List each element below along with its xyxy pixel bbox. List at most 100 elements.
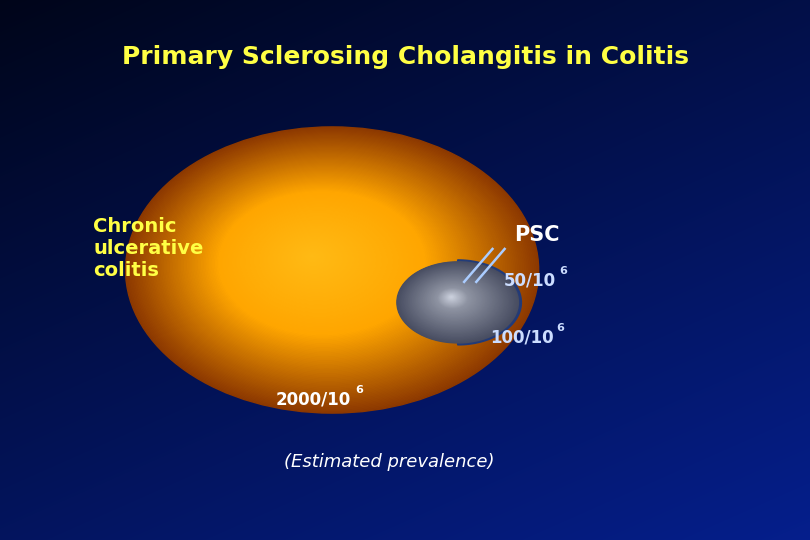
Text: 50/10: 50/10 [504,272,556,290]
Ellipse shape [447,294,456,300]
Ellipse shape [301,249,325,266]
Ellipse shape [450,296,452,298]
Text: PSC: PSC [514,225,560,245]
Ellipse shape [215,190,429,338]
Ellipse shape [239,206,401,318]
Ellipse shape [241,207,399,316]
Ellipse shape [154,146,505,389]
Ellipse shape [198,178,450,352]
Ellipse shape [245,210,393,313]
Ellipse shape [127,128,537,412]
Ellipse shape [408,269,504,333]
Ellipse shape [423,279,487,321]
Ellipse shape [237,205,403,319]
Ellipse shape [432,284,475,314]
Ellipse shape [409,270,503,333]
Ellipse shape [284,237,346,280]
Ellipse shape [420,277,489,323]
Ellipse shape [422,278,488,322]
Ellipse shape [424,279,486,321]
Ellipse shape [401,265,514,340]
Ellipse shape [416,275,494,326]
Ellipse shape [407,268,506,335]
Ellipse shape [231,200,410,325]
Ellipse shape [293,244,335,272]
Ellipse shape [410,270,502,332]
Ellipse shape [434,286,472,312]
Ellipse shape [143,139,518,399]
Ellipse shape [399,264,515,341]
Ellipse shape [430,284,477,315]
Ellipse shape [418,275,492,325]
Text: 2000/10: 2000/10 [275,390,351,409]
Ellipse shape [200,179,448,350]
Ellipse shape [219,192,425,335]
Ellipse shape [445,293,458,302]
Ellipse shape [251,214,386,307]
Ellipse shape [172,159,482,374]
Ellipse shape [256,218,380,303]
Ellipse shape [300,248,327,267]
Ellipse shape [186,169,465,362]
Ellipse shape [156,148,501,387]
Ellipse shape [417,275,493,326]
Ellipse shape [259,220,376,301]
Ellipse shape [295,245,333,271]
Ellipse shape [424,280,484,320]
Ellipse shape [403,266,512,338]
Text: 6: 6 [556,323,565,333]
Ellipse shape [254,217,382,305]
Ellipse shape [166,155,489,379]
Ellipse shape [303,250,323,264]
Ellipse shape [178,164,475,369]
Ellipse shape [208,184,438,344]
Ellipse shape [138,136,523,403]
Ellipse shape [212,187,433,340]
Ellipse shape [152,145,506,391]
Ellipse shape [413,272,498,329]
Ellipse shape [232,201,408,323]
Ellipse shape [398,262,518,342]
Ellipse shape [285,238,344,279]
Ellipse shape [400,264,514,340]
Ellipse shape [151,144,509,392]
Ellipse shape [449,296,454,299]
Ellipse shape [246,211,391,311]
Ellipse shape [443,292,461,304]
Ellipse shape [298,247,329,268]
Ellipse shape [192,173,458,357]
Ellipse shape [420,277,490,323]
Ellipse shape [292,242,336,273]
Ellipse shape [403,266,510,337]
Ellipse shape [446,294,458,301]
Ellipse shape [429,283,478,315]
Text: 6: 6 [355,385,363,395]
Ellipse shape [234,202,407,322]
Ellipse shape [126,127,539,413]
Ellipse shape [155,147,503,388]
Ellipse shape [424,280,484,319]
Ellipse shape [197,177,452,353]
Ellipse shape [141,138,520,400]
Ellipse shape [404,267,509,336]
Ellipse shape [449,295,454,299]
Ellipse shape [412,272,499,330]
Ellipse shape [185,168,467,363]
Ellipse shape [171,158,484,375]
Ellipse shape [195,176,454,354]
Ellipse shape [290,241,339,275]
Ellipse shape [149,143,510,394]
Ellipse shape [268,226,364,293]
Ellipse shape [147,142,512,395]
Ellipse shape [428,282,480,317]
Ellipse shape [139,137,522,401]
Ellipse shape [415,273,497,328]
Ellipse shape [228,198,414,327]
Ellipse shape [279,234,352,284]
Ellipse shape [283,236,347,281]
Ellipse shape [169,157,486,376]
Ellipse shape [222,194,421,332]
Ellipse shape [177,163,476,370]
Ellipse shape [181,166,471,366]
Ellipse shape [180,165,472,367]
